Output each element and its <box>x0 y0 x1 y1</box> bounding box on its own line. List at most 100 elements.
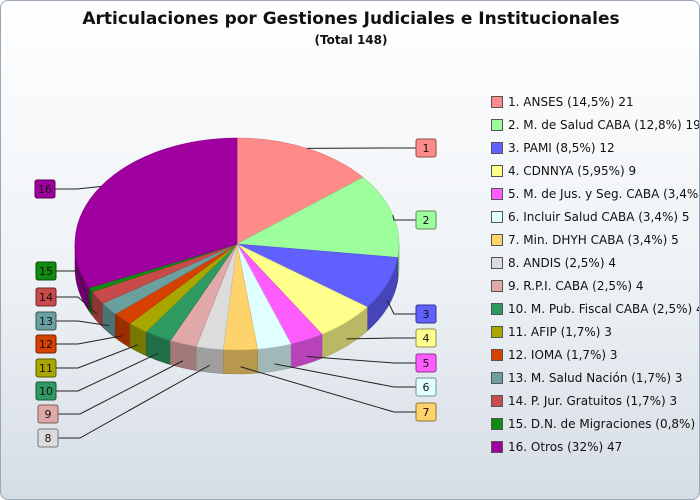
pie-side-15 <box>89 286 93 317</box>
callout-label-14: 14 <box>35 287 57 307</box>
legend-label-5: 5. M. de Jus. y Seg. CABA (3,4%) 5 <box>508 186 700 201</box>
callout-label-16: 16 <box>34 179 56 199</box>
leader-line-15 <box>56 270 92 307</box>
callout-label-4: 4 <box>415 328 437 348</box>
callout-box-4 <box>415 328 437 348</box>
leader-line-12 <box>56 335 123 345</box>
callout-text-10: 10 <box>39 385 53 398</box>
legend-swatch-12 <box>491 348 503 361</box>
legend-label-13: 13. M. Salud Nación (1,7%) 3 <box>508 370 683 385</box>
callout-label-9: 9 <box>37 404 59 424</box>
legend-swatch-13 <box>491 371 503 384</box>
chart-subtitle: (Total 148) <box>314 33 388 47</box>
leader-line-10 <box>56 352 159 392</box>
callout-box-8 <box>37 428 59 448</box>
legend-swatch-11 <box>491 325 503 338</box>
legend-item-1: 1. ANSES (14,5%) 21 <box>491 90 699 113</box>
callout-box-15 <box>35 261 57 281</box>
legend-label-2: 2. M. de Salud CABA (12,8%) 19 <box>508 117 700 132</box>
legend-swatch-10 <box>491 302 503 315</box>
legend-swatch-2 <box>491 118 503 131</box>
callout-label-13: 13 <box>35 311 57 331</box>
legend-item-4: 4. CDNNYA (5,95%) 9 <box>491 159 699 182</box>
callout-box-11 <box>35 358 57 378</box>
legend-item-3: 3. PAMI (8,5%) 12 <box>491 136 699 159</box>
callout-text-14: 14 <box>39 291 53 304</box>
callout-text-5: 5 <box>423 357 430 370</box>
legend-label-8: 8. ANDIS (2,5%) 4 <box>508 255 616 270</box>
callout-box-13 <box>35 311 57 331</box>
callout-text-2: 2 <box>423 214 430 227</box>
callout-label-11: 11 <box>35 358 57 378</box>
legend-item-8: 8. ANDIS (2,5%) 4 <box>491 251 699 274</box>
callout-label-3: 3 <box>415 304 437 324</box>
leader-line-6 <box>274 363 416 388</box>
legend-label-7: 7. Min. DHYH CABA (3,4%) 5 <box>508 232 679 247</box>
callout-box-9 <box>37 404 59 424</box>
callout-text-16: 16 <box>38 183 52 196</box>
legend-label-9: 9. R.P.I. CABA (2,5%) 4 <box>508 278 644 293</box>
callout-text-3: 3 <box>423 308 430 321</box>
legend-label-10: 10. M. Pub. Fiscal CABA (2,5%) 4 <box>508 301 700 316</box>
callout-text-11: 11 <box>39 362 53 375</box>
legend-label-1: 1. ANSES (14,5%) 21 <box>508 94 634 109</box>
legend-item-14: 14. P. Jur. Gratuitos (1,7%) 3 <box>491 389 699 412</box>
legend-label-11: 11. AFIP (1,7%) 3 <box>508 324 612 339</box>
callout-box-6 <box>415 377 437 397</box>
callout-box-12 <box>35 334 57 354</box>
legend-swatch-1 <box>491 95 503 108</box>
leader-line-14 <box>56 296 98 315</box>
leader-line-11 <box>56 344 139 369</box>
leader-line-13 <box>56 320 109 327</box>
callout-text-7: 7 <box>423 406 430 419</box>
callout-box-10 <box>35 381 57 401</box>
legend-label-6: 6. Incluir Salud CABA (3,4%) 5 <box>508 209 690 224</box>
legend-label-3: 3. PAMI (8,5%) 12 <box>508 140 615 155</box>
leader-line-2 <box>392 215 416 221</box>
legend-label-4: 4. CDNNYA (5,95%) 9 <box>508 163 637 178</box>
callout-text-15: 15 <box>39 265 53 278</box>
callout-label-2: 2 <box>415 210 437 230</box>
legend-label-16: 16. Otros (32%) 47 <box>508 439 623 454</box>
legend-item-13: 13. M. Salud Nación (1,7%) 3 <box>491 366 699 389</box>
chart-legend: 1. ANSES (14,5%) 21 2. M. de Salud CABA (… <box>491 90 700 458</box>
callout-text-9: 9 <box>45 408 52 421</box>
legend-swatch-16 <box>491 440 503 453</box>
callout-label-12: 12 <box>35 334 57 354</box>
leader-line-4 <box>346 337 416 340</box>
legend-label-14: 14. P. Jur. Gratuitos (1,7%) 3 <box>508 393 678 408</box>
legend-label-15: 15. D.N. de Migraciones (0,8%) 1 <box>508 416 700 431</box>
legend-swatch-3 <box>491 141 503 154</box>
legend-item-10: 10. M. Pub. Fiscal CABA (2,5%) 4 <box>491 297 700 320</box>
legend-item-9: 9. R.P.I. CABA (2,5%) 4 <box>491 274 699 297</box>
legend-item-11: 11. AFIP (1,7%) 3 <box>491 320 699 343</box>
callout-box-5 <box>415 353 437 373</box>
legend-swatch-14 <box>491 394 503 407</box>
leader-line-7 <box>240 366 416 413</box>
callout-box-1 <box>415 138 437 158</box>
callout-box-7 <box>415 402 437 422</box>
chart-title: Articulaciones por Gestiones Judiciales … <box>82 9 620 29</box>
legend-item-16: 16. Otros (32%) 47 <box>491 435 699 458</box>
legend-item-12: 12. IOMA (1,7%) 3 <box>491 343 699 366</box>
callout-text-13: 13 <box>39 315 53 328</box>
callout-box-3 <box>415 304 437 324</box>
pie-slice-16 <box>74 137 238 289</box>
callout-text-8: 8 <box>45 432 52 445</box>
leader-line-9 <box>58 360 184 415</box>
pie-slice-2 <box>235 177 400 258</box>
legend-swatch-7 <box>491 233 503 246</box>
callout-box-2 <box>415 210 437 230</box>
legend-swatch-9 <box>491 279 503 292</box>
leader-line-16 <box>55 186 101 190</box>
legend-item-7: 7. Min. DHYH CABA (3,4%) 5 <box>491 228 699 251</box>
legend-label-12: 12. IOMA (1,7%) 3 <box>508 347 618 362</box>
legend-item-2: 2. M. de Salud CABA (12,8%) 19 <box>491 113 700 136</box>
pie-side-8 <box>195 346 224 374</box>
callout-text-12: 12 <box>39 338 53 351</box>
callout-label-7: 7 <box>415 402 437 422</box>
callout-text-6: 6 <box>423 381 430 394</box>
legend-swatch-8 <box>491 256 503 269</box>
